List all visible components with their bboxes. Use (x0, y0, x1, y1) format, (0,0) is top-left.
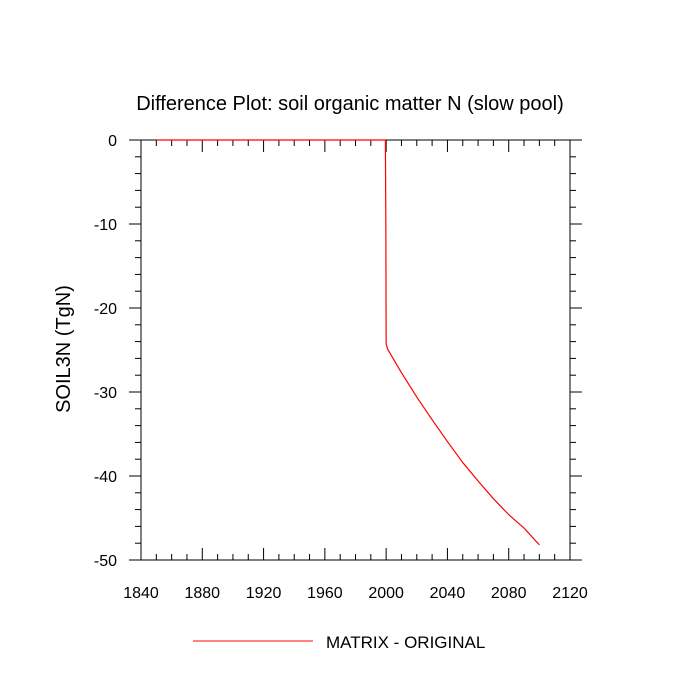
x-tick-label: 2080 (491, 585, 527, 602)
y-tick-label: 0 (108, 133, 117, 150)
plot-frame (140, 139, 571, 561)
x-tick-label: 1880 (184, 585, 220, 602)
y-tick-label: -50 (94, 553, 117, 570)
legend-label: MATRIX - ORIGINAL (326, 633, 485, 652)
x-tick-label: 1840 (123, 585, 159, 602)
y-tick-label: -40 (94, 469, 117, 486)
plot-area: 1840 1880 1920 1960 2000 2040 2080 2120 0 -10 -20 -… (94, 133, 588, 602)
y-tick-label: -30 (94, 385, 117, 402)
x-tick-label: 2000 (368, 585, 404, 602)
x-tick-label: 1920 (246, 585, 282, 602)
legend: MATRIX - ORIGINAL (193, 633, 485, 652)
x-tick-label: 2120 (552, 585, 588, 602)
y-tick-label: -20 (94, 301, 117, 318)
x-tick-label: 2040 (430, 585, 466, 602)
y-tick-label: -10 (94, 217, 117, 234)
chart-title: Difference Plot: soil organic matter N (… (136, 93, 564, 115)
y-axis-label: SOIL3N (TgN) (53, 285, 75, 413)
x-tick-label: 1960 (307, 585, 343, 602)
series-line (156, 139, 540, 546)
